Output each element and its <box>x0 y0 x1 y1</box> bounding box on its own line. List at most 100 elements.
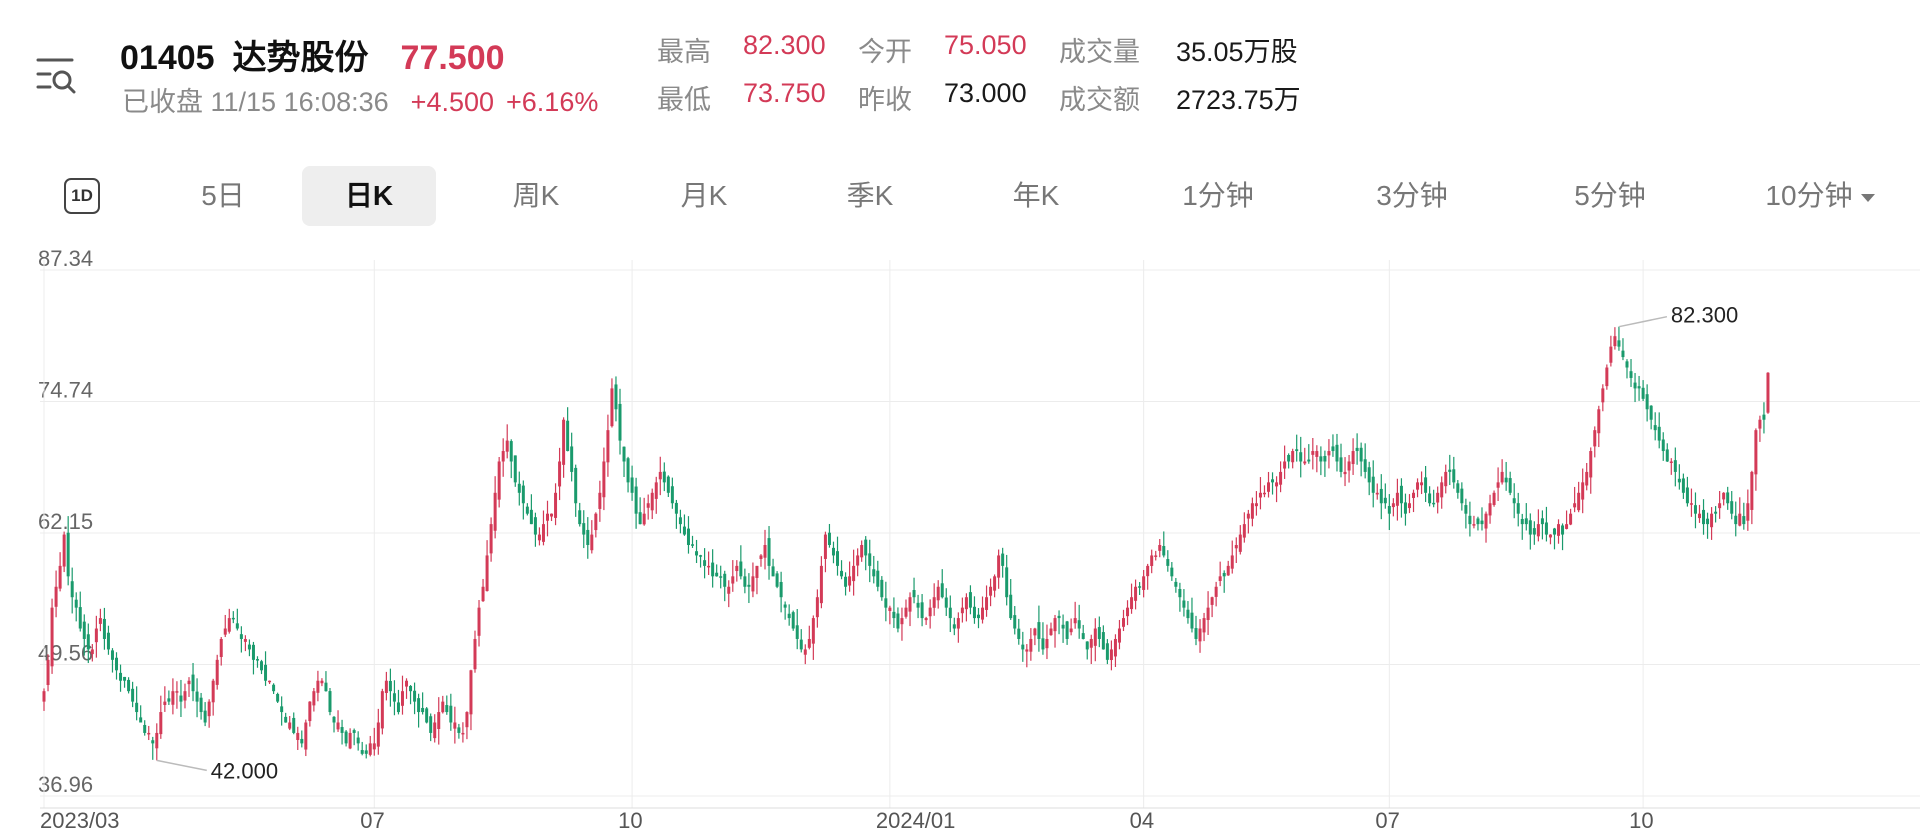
candle-body <box>852 565 856 582</box>
candle-body <box>920 602 924 619</box>
candle-body <box>1013 615 1017 629</box>
candle-body <box>1472 524 1476 526</box>
candle-body <box>54 586 58 607</box>
candle-body <box>1633 382 1637 389</box>
candle-body <box>703 560 707 566</box>
candle-body <box>1734 515 1738 525</box>
candle-body <box>453 722 457 729</box>
candle-body <box>811 618 815 644</box>
candle-body <box>1428 493 1432 504</box>
candle-body <box>143 724 147 733</box>
candle-body <box>1552 528 1556 535</box>
candle-body <box>1121 618 1125 627</box>
candle-body <box>1452 469 1456 483</box>
candle-body <box>1448 469 1452 472</box>
tab-weekly-k[interactable]: 周K <box>512 180 560 211</box>
candle-body <box>1641 387 1645 399</box>
candle-body <box>231 617 235 620</box>
candle-body <box>1617 340 1621 347</box>
candle-body <box>916 602 920 608</box>
candle-body <box>437 712 441 729</box>
candle-body <box>86 634 90 650</box>
candle-body <box>884 598 888 608</box>
candle-body <box>880 579 884 598</box>
candle-body <box>815 597 819 618</box>
candle-body <box>1033 628 1037 636</box>
candle-body <box>658 471 662 480</box>
candle-body <box>948 607 952 619</box>
candle-body <box>1577 492 1581 511</box>
tab-5day[interactable]: 5日 <box>201 180 245 211</box>
candle-body <box>1017 628 1021 639</box>
candle-body <box>1105 643 1109 660</box>
candle-body <box>545 513 549 521</box>
candle-body <box>1432 502 1436 505</box>
candle-body <box>191 674 195 692</box>
candle-body <box>320 680 324 684</box>
candle-body <box>376 722 380 747</box>
candle-body <box>388 680 392 692</box>
candle-body <box>1194 628 1198 639</box>
candle-body <box>445 705 449 713</box>
candle-body <box>598 492 602 509</box>
candle-body <box>735 565 739 572</box>
candle-body <box>1315 451 1319 457</box>
menu-search-icon[interactable] <box>36 56 76 102</box>
candle-body <box>102 618 106 639</box>
candle-body <box>1484 513 1488 529</box>
tab-10min-dropdown[interactable]: 10分钟 <box>1752 166 1888 226</box>
candle-body <box>1601 388 1605 403</box>
candle-body <box>1424 477 1428 493</box>
tab-5min[interactable]: 5分钟 <box>1574 180 1646 211</box>
candle-body <box>896 613 900 629</box>
candle-body <box>163 701 167 705</box>
candle-body <box>1069 628 1073 633</box>
candle-body <box>1001 553 1005 566</box>
tab-quarterly-k[interactable]: 季K <box>846 180 894 211</box>
candle-body <box>1134 586 1138 601</box>
candle-body <box>1540 518 1544 525</box>
candle-body <box>1359 447 1363 462</box>
candle-body <box>1657 426 1661 441</box>
stat-low-value: 73.750 <box>743 78 826 108</box>
tab-monthly-k[interactable]: 月K <box>680 180 728 211</box>
candle-body <box>98 618 102 624</box>
candle-body <box>296 732 300 741</box>
candle-body <box>1307 459 1311 462</box>
candle-body <box>1440 482 1444 498</box>
tab-yearly-k[interactable]: 年K <box>1012 180 1060 211</box>
candle-body <box>678 517 682 525</box>
candle-body <box>1230 555 1234 569</box>
tab-1d-icon[interactable]: 1D <box>64 178 100 214</box>
candle-body <box>1702 509 1706 525</box>
candle-body <box>425 708 429 723</box>
candle-body <box>1605 367 1609 387</box>
tab-3min[interactable]: 3分钟 <box>1376 180 1448 211</box>
candle-body <box>964 597 968 610</box>
candle-body <box>743 576 747 587</box>
candle-body <box>1182 600 1186 608</box>
candle-body <box>537 534 541 541</box>
candle-body <box>1146 565 1150 577</box>
candle-body <box>175 691 179 693</box>
candle-body <box>739 561 743 577</box>
stat-open-value: 75.050 <box>944 30 1027 60</box>
candle-body <box>1456 483 1460 493</box>
candle-body <box>1021 644 1025 650</box>
x-tick-label: 07 <box>1375 808 1399 833</box>
candle-body <box>727 586 731 594</box>
candle-body <box>469 670 473 715</box>
candle-body <box>1339 457 1343 472</box>
candle-body <box>1625 361 1629 368</box>
candle-body <box>686 528 690 546</box>
candle-body <box>908 597 912 612</box>
tab-daily-k[interactable]: 日K <box>302 166 436 226</box>
candle-body <box>501 451 505 462</box>
candle-body <box>1649 405 1653 420</box>
candle-body <box>1283 461 1287 469</box>
candle-body <box>1093 628 1097 646</box>
candle-body <box>167 698 171 702</box>
tab-1min[interactable]: 1分钟 <box>1182 180 1254 211</box>
candle-body <box>944 597 948 608</box>
